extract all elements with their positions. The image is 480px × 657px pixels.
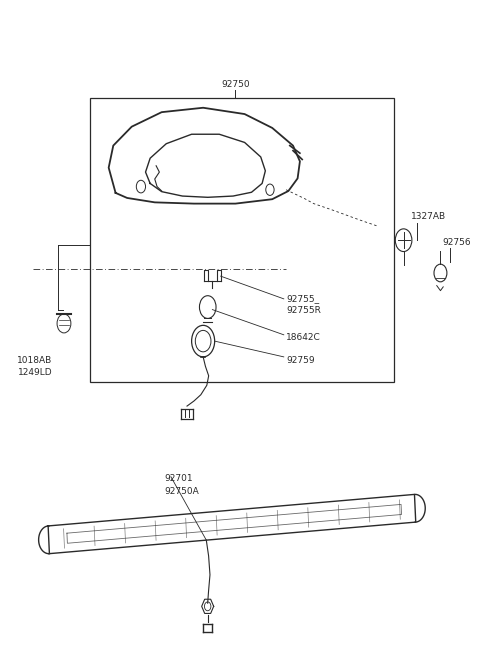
Text: 92759: 92759 [286, 355, 315, 365]
Text: 92750: 92750 [221, 80, 250, 89]
Text: 1249LD: 1249LD [18, 368, 52, 377]
Text: 92755R: 92755R [286, 306, 321, 315]
Text: 92756: 92756 [443, 238, 471, 246]
Text: 92750A: 92750A [164, 487, 199, 495]
Text: 1018AB: 1018AB [17, 355, 53, 365]
Text: 1327AB: 1327AB [410, 212, 445, 221]
Text: 18642C: 18642C [286, 333, 321, 342]
Text: 92701: 92701 [164, 474, 192, 483]
Bar [90, 99, 395, 382]
Text: 92755_: 92755_ [286, 294, 319, 303]
